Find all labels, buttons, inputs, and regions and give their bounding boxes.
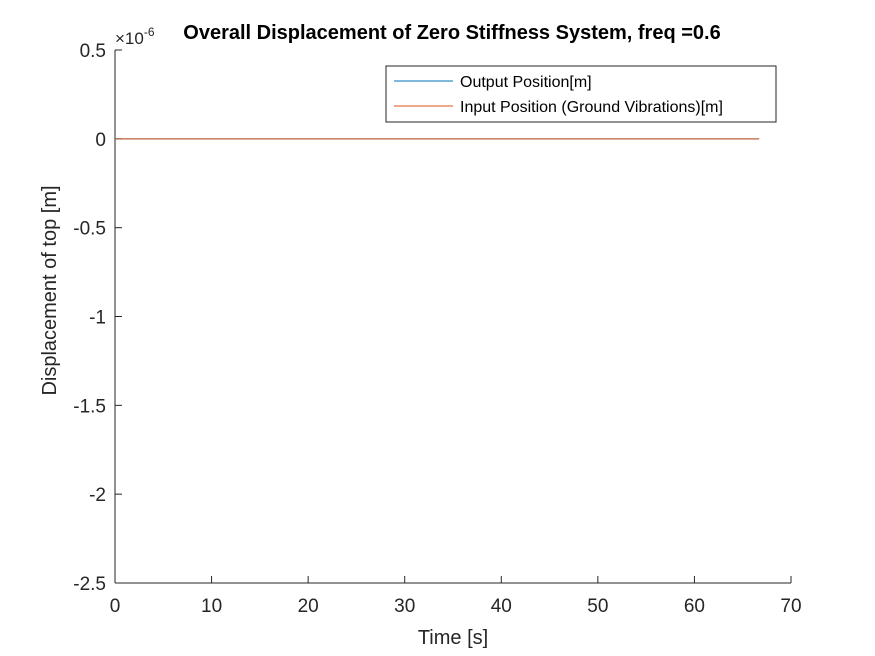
x-tick-label: 40 bbox=[491, 596, 512, 617]
y-exponent-label: ×10-6 bbox=[115, 25, 155, 48]
x-tick-label: 0 bbox=[110, 596, 121, 617]
x-tick-label: 30 bbox=[394, 596, 415, 617]
x-tick-label: 10 bbox=[201, 596, 222, 617]
y-exponent-base: ×10 bbox=[115, 29, 144, 48]
y-tick-label: -0.5 bbox=[73, 219, 106, 240]
y-tick-label: -1.5 bbox=[73, 396, 106, 417]
legend-label-2: Input Position (Ground Vibrations)[m] bbox=[460, 99, 723, 116]
legend-entries: Output Position[m] Input Position (Ground… bbox=[394, 74, 723, 116]
y-tick-label: -2.5 bbox=[73, 574, 106, 595]
y-ticks: 0.5 0 -0.5 -1 -1.5 -2 -2.5 bbox=[73, 41, 122, 595]
legend-box bbox=[385, 65, 777, 123]
x-tick-label: 20 bbox=[298, 596, 319, 617]
chart-title: Overall Displacement of Zero Stiffness S… bbox=[183, 22, 720, 44]
y-tick-label: 0 bbox=[95, 130, 106, 151]
x-tick-label: 60 bbox=[684, 596, 705, 617]
y-tick-label: 0.5 bbox=[80, 41, 106, 62]
y-tick-label: -1 bbox=[89, 308, 106, 329]
x-axis-label: Time [s] bbox=[418, 627, 488, 649]
y-exponent-power: -6 bbox=[144, 25, 155, 39]
plot-axes: 0 10 20 30 40 50 60 70 0.5 0 -0.5 -1 -1.5 -2 -2.5 bbox=[73, 41, 801, 617]
y-tick-label: -2 bbox=[89, 485, 106, 506]
x-tick-label: 50 bbox=[587, 596, 608, 617]
x-ticks: 0 10 20 30 40 50 60 70 bbox=[110, 576, 802, 617]
legend-label-1: Output Position[m] bbox=[460, 74, 592, 91]
x-tick-label: 70 bbox=[780, 596, 801, 617]
y-axis-label: Displacement of top [m] bbox=[39, 185, 61, 395]
legend: Output Position[m] Input Position (Ground… bbox=[385, 65, 777, 123]
